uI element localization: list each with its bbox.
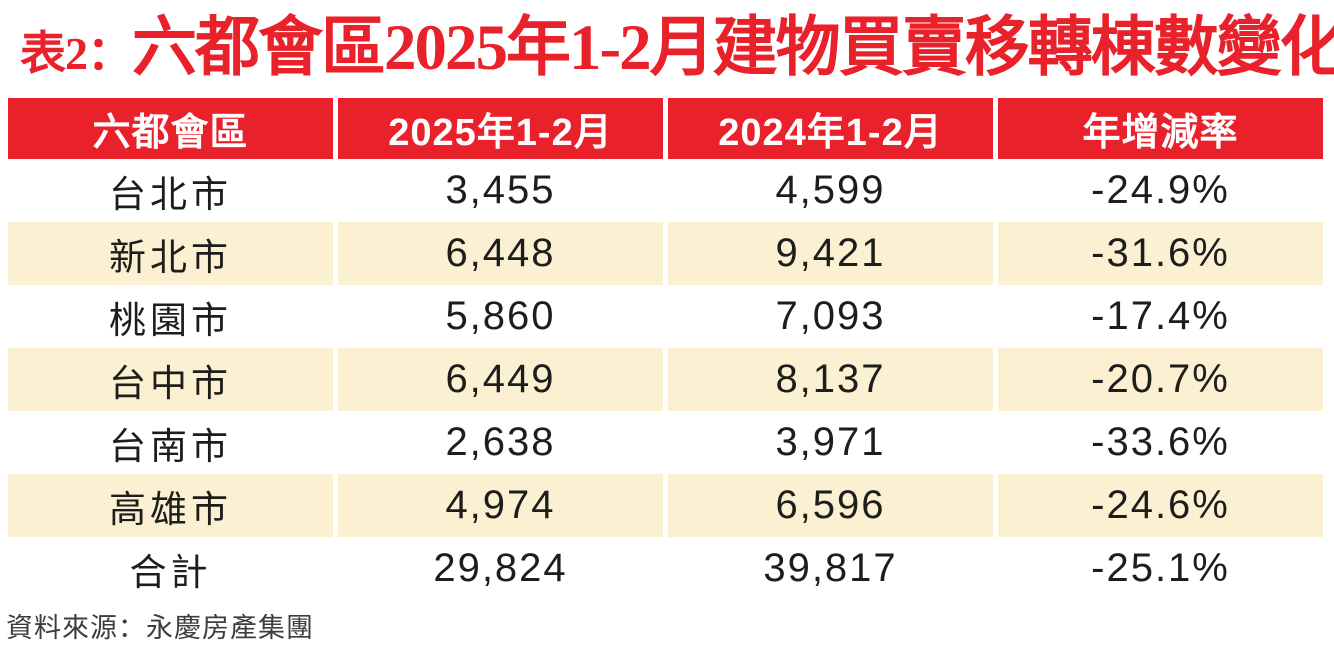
cell-city: 台中市 [8, 348, 333, 411]
table-row: 台南市 2,638 3,971 -33.6% [8, 411, 1323, 474]
cell-city: 高雄市 [8, 474, 333, 537]
cell-2025: 2,638 [338, 411, 663, 474]
cell-2024: 3,971 [668, 411, 993, 474]
table-row: 新北市 6,448 9,421 -31.6% [8, 222, 1323, 285]
cell-city: 台南市 [8, 411, 333, 474]
data-source-note: 資料來源：永慶房產集團 [6, 613, 314, 643]
cell-city: 台北市 [8, 159, 333, 222]
data-table: 六都會區 2025年1-2月 2024年1-2月 年增減率 台北市 3,455 … [8, 98, 1323, 600]
header-cell-yoy: 年增減率 [998, 98, 1323, 159]
cell-2025: 29,824 [338, 537, 663, 600]
cell-city: 新北市 [8, 222, 333, 285]
cell-yoy: -20.7% [998, 348, 1323, 411]
cell-2025: 3,455 [338, 159, 663, 222]
cell-yoy: -24.9% [998, 159, 1323, 222]
table-header-row: 六都會區 2025年1-2月 2024年1-2月 年增減率 [8, 98, 1323, 159]
table-row: 台中市 6,449 8,137 -20.7% [8, 348, 1323, 411]
cell-yoy: -31.6% [998, 222, 1323, 285]
cell-2024: 4,599 [668, 159, 993, 222]
cell-city: 桃園市 [8, 285, 333, 348]
table-row: 桃園市 5,860 7,093 -17.4% [8, 285, 1323, 348]
cell-2024: 9,421 [668, 222, 993, 285]
cell-yoy: -33.6% [998, 411, 1323, 474]
table-row-total: 合計 29,824 39,817 -25.1% [8, 537, 1323, 600]
cell-2025: 6,448 [338, 222, 663, 285]
title-main: 六都會區2025年1-2月建物買賣移轉棟數變化 [132, 12, 1334, 84]
cell-2025: 5,860 [338, 285, 663, 348]
cell-city: 合計 [8, 537, 333, 600]
page-title: 表2： 六都會區2025年1-2月建物買賣移轉棟數變化 [20, 4, 1334, 92]
cell-yoy: -17.4% [998, 285, 1323, 348]
table-body: 台北市 3,455 4,599 -24.9% 新北市 6,448 9,421 -… [8, 159, 1323, 600]
cell-2025: 4,974 [338, 474, 663, 537]
title-prefix: 表2： [20, 28, 133, 79]
header-cell-region: 六都會區 [8, 98, 333, 159]
header-cell-2025: 2025年1-2月 [338, 98, 663, 159]
cell-2024: 8,137 [668, 348, 993, 411]
cell-2024: 39,817 [668, 537, 993, 600]
cell-2025: 6,449 [338, 348, 663, 411]
cell-2024: 6,596 [668, 474, 993, 537]
cell-2024: 7,093 [668, 285, 993, 348]
cell-yoy: -25.1% [998, 537, 1323, 600]
table-row: 台北市 3,455 4,599 -24.9% [8, 159, 1323, 222]
cell-yoy: -24.6% [998, 474, 1323, 537]
header-cell-2024: 2024年1-2月 [668, 98, 993, 159]
table-row: 高雄市 4,974 6,596 -24.6% [8, 474, 1323, 537]
